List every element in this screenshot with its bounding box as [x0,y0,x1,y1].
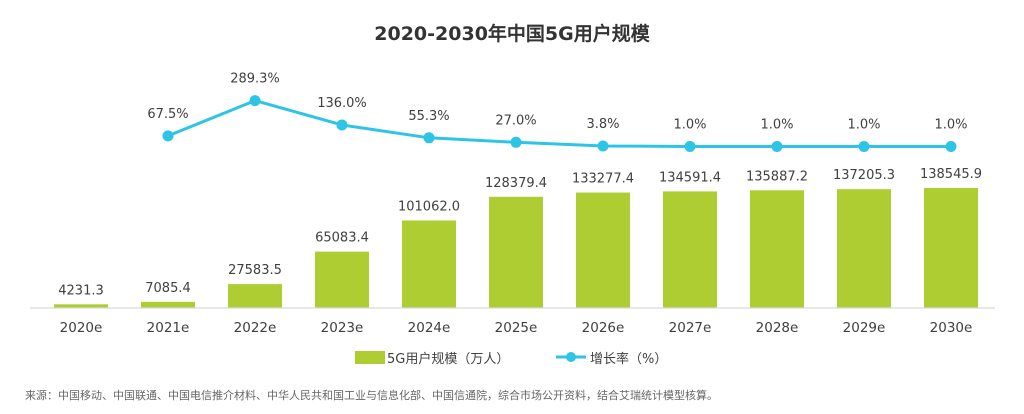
bar [402,220,456,308]
bar-data-label: 101062.0 [398,199,460,214]
legend-bar-swatch [355,351,385,364]
bar [315,251,369,308]
bar [228,284,282,308]
bar [663,191,717,308]
bar-data-label: 4231.3 [58,283,104,298]
line-data-label: 55.3% [408,109,449,124]
line-data-label: 67.5% [147,107,188,122]
line-data-labels: 67.5% 289.3% 136.0% 55.3% 27.0% 3.8% 1.0% 1.0% 1… [147,72,967,133]
bar [750,190,804,308]
line-point [510,136,522,148]
bar-data-label: 27583.5 [228,263,282,278]
chart-title: 2020-2030年中国5G用户规模 [374,22,650,45]
line-point [336,119,348,131]
x-tick-label: 2022e [234,320,277,336]
bar-data-label: 137205.3 [833,168,895,183]
line-point [858,140,870,152]
bar-data-label: 7085.4 [145,281,191,296]
x-tick-label: 2024e [408,320,451,336]
legend-item-bar[interactable]: 5G用户规模（万人） [355,351,509,367]
bar-data-label: 134591.4 [659,170,721,185]
line-point [684,140,696,152]
x-tick-label: 2023e [321,320,364,336]
x-tick-label: 2025e [495,320,538,336]
bar-data-label: 133277.4 [572,172,634,187]
x-tick-label: 2026e [582,320,625,336]
x-tick-label: 2027e [669,320,712,336]
bar [54,304,108,308]
line-data-label: 27.0% [495,113,536,128]
bar-data-label: 128379.4 [485,176,547,191]
bar [141,301,195,308]
line-point [771,140,783,152]
bar-data-label: 135887.2 [746,169,808,184]
line-point [162,130,174,142]
x-tick-label: 2021e [147,320,190,336]
line-data-label: 289.3% [230,72,280,87]
line-point [423,132,435,144]
x-tick-label: 2030e [930,320,973,336]
line-data-label: 1.0% [673,117,706,132]
bar-data-labels: 4231.3 7085.4 27583.5 65083.4 101062.0 128379… [58,167,982,298]
source-note: 来源：中国移动、中国联通、中国电信推介材料、中华人民共和国工业与信息化部、中国信… [25,388,718,402]
bar-series [54,188,978,308]
bar-data-label: 138545.9 [920,167,982,182]
line-series [162,95,957,152]
legend-line-label: 增长率（%） [590,351,667,367]
x-axis-ticks: 2020e 2021e 2022e 2023e 2024e 2025e 2026e 2027e… [60,320,973,336]
line-data-label: 1.0% [934,117,967,132]
bar [489,196,543,308]
bar [576,192,630,308]
legend-item-line[interactable]: 增长率（%） [556,351,667,367]
line-data-label: 3.8% [586,117,619,132]
bar-data-label: 65083.4 [315,231,369,246]
line-data-label: 1.0% [847,117,880,132]
legend: 5G用户规模（万人） 增长率（%） [355,351,667,367]
line-point [945,140,957,152]
bar [924,188,978,308]
bar [837,189,891,308]
line-point [597,140,609,152]
growth-rate-line [167,99,951,148]
line-data-label: 136.0% [317,96,367,111]
x-tick-label: 2029e [843,320,886,336]
x-tick-label: 2020e [60,320,103,336]
line-data-label: 1.0% [760,117,793,132]
line-point [249,95,261,107]
legend-bar-label: 5G用户规模（万人） [387,351,509,367]
x-tick-label: 2028e [756,320,799,336]
legend-line-marker [566,352,576,362]
